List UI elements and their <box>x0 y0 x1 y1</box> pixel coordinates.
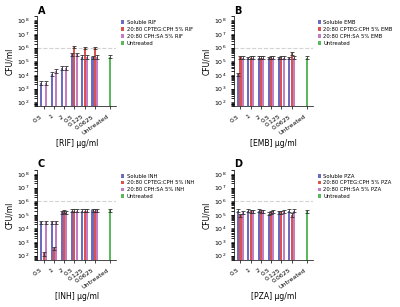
Bar <box>258 211 260 307</box>
Bar <box>45 222 47 307</box>
Bar <box>109 210 111 307</box>
Bar <box>288 58 290 307</box>
Legend: Soluble EMB, 20:80 CPTEG:CPH 5% EMB, 20:80 CPH:SA 5% EMB, Untreated: Soluble EMB, 20:80 CPTEG:CPH 5% EMB, 20:… <box>316 19 394 47</box>
Y-axis label: CFU/ml: CFU/ml <box>6 201 14 228</box>
Bar <box>45 83 47 307</box>
Bar <box>278 212 280 307</box>
Bar <box>92 210 94 307</box>
Bar <box>262 57 264 307</box>
Bar <box>71 211 73 307</box>
Bar <box>258 57 260 307</box>
Bar <box>42 253 45 307</box>
Legend: Soluble PZA, 20:80 CPTEG:CPH 5% PZA, 20:80 CPH:SA 5% PZA, Untreated: Soluble PZA, 20:80 CPTEG:CPH 5% PZA, 20:… <box>316 173 393 200</box>
Bar <box>42 112 45 307</box>
Bar <box>306 57 308 307</box>
Bar <box>237 211 239 307</box>
Bar <box>61 68 63 307</box>
Bar <box>63 111 65 307</box>
Bar <box>250 211 252 307</box>
Bar <box>260 57 262 307</box>
Bar <box>290 53 293 307</box>
Text: C: C <box>38 159 45 169</box>
Text: D: D <box>234 159 242 169</box>
Bar <box>50 74 53 307</box>
Bar <box>40 83 42 307</box>
Bar <box>252 57 254 307</box>
Bar <box>73 47 75 307</box>
Bar <box>86 57 88 307</box>
Bar <box>278 58 280 307</box>
Y-axis label: CFU/ml: CFU/ml <box>6 48 14 75</box>
X-axis label: [EMB] µg/ml: [EMB] µg/ml <box>250 139 297 148</box>
Bar <box>290 215 293 307</box>
Bar <box>71 54 73 307</box>
Bar <box>283 211 285 307</box>
Legend: Soluble INH, 20:80 CPTEG:CPH 5% INH, 20:80 CPH:SA 5% INH, Untreated: Soluble INH, 20:80 CPTEG:CPH 5% INH, 20:… <box>120 173 195 200</box>
Bar <box>73 211 75 307</box>
Bar <box>260 211 262 307</box>
Bar <box>76 211 78 307</box>
Bar <box>252 211 254 307</box>
Bar <box>53 112 55 307</box>
Bar <box>248 211 250 307</box>
Bar <box>81 211 83 307</box>
Legend: Soluble RIF, 20:80 CPTEG:CPH 5% RIF, 20:80 CPH:SA 5% RIF, Untreated: Soluble RIF, 20:80 CPTEG:CPH 5% RIF, 20:… <box>120 19 194 47</box>
Bar <box>237 74 239 307</box>
Bar <box>84 211 86 307</box>
Bar <box>248 58 250 307</box>
X-axis label: [INH] µg/ml: [INH] µg/ml <box>55 293 99 301</box>
Bar <box>96 57 98 307</box>
Bar <box>268 58 270 307</box>
Bar <box>288 211 290 307</box>
Bar <box>96 210 98 307</box>
Bar <box>293 211 295 307</box>
Bar <box>250 57 252 307</box>
Bar <box>53 248 55 307</box>
Y-axis label: CFU/ml: CFU/ml <box>202 201 212 228</box>
Y-axis label: CFU/ml: CFU/ml <box>202 48 212 75</box>
Bar <box>240 57 242 307</box>
Bar <box>63 211 65 307</box>
Bar <box>293 57 295 307</box>
Bar <box>272 57 274 307</box>
Bar <box>94 211 96 307</box>
X-axis label: [RIF] µg/ml: [RIF] µg/ml <box>56 139 98 148</box>
Bar <box>268 214 270 307</box>
Bar <box>40 222 42 307</box>
Bar <box>262 211 264 307</box>
Bar <box>61 212 63 307</box>
Bar <box>242 57 244 307</box>
Bar <box>76 54 78 307</box>
Bar <box>109 57 111 307</box>
Bar <box>92 57 94 307</box>
Bar <box>55 71 57 307</box>
Bar <box>242 212 244 307</box>
Bar <box>270 212 272 307</box>
Bar <box>280 57 282 307</box>
Bar <box>94 48 96 307</box>
Bar <box>55 222 57 307</box>
Bar <box>65 212 67 307</box>
Bar <box>240 216 242 307</box>
Bar <box>81 57 83 307</box>
Bar <box>270 57 272 307</box>
Bar <box>306 211 308 307</box>
Bar <box>65 68 67 307</box>
Bar <box>84 48 86 307</box>
X-axis label: [PZA] µg/ml: [PZA] µg/ml <box>251 293 296 301</box>
Text: B: B <box>234 6 242 16</box>
Bar <box>272 211 274 307</box>
Bar <box>86 211 88 307</box>
Bar <box>50 222 53 307</box>
Bar <box>283 57 285 307</box>
Text: A: A <box>38 6 45 16</box>
Bar <box>280 212 282 307</box>
